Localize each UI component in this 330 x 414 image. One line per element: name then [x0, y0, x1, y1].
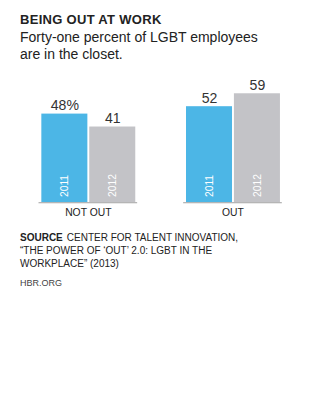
svg-text:2012: 2012: [252, 174, 263, 197]
svg-text:52: 52: [202, 90, 218, 106]
svg-text:41: 41: [105, 110, 121, 126]
svg-text:2012: 2012: [107, 174, 118, 197]
svg-text:2011: 2011: [204, 175, 215, 197]
html-text:BEING OUT AT WORK: BEING OUT AT WORK: [20, 12, 162, 27]
svg-text:59: 59: [250, 77, 266, 93]
svg-text:OUT: OUT: [222, 207, 244, 218]
html-text:HBR.ORG: HBR.ORG: [20, 277, 62, 288]
svg-text:NOT OUT: NOT OUT: [65, 207, 112, 218]
html-text:SOURCE CENTER FOR TALENT INNOV: SOURCE CENTER FOR TALENT INNOVATION, “TH…: [20, 231, 239, 269]
svg-text:48%: 48%: [51, 97, 80, 113]
svg-text:2011: 2011: [59, 175, 70, 197]
html-text:Forty-one percent of LGBT empl: Forty-one percent of LGBT employees are …: [20, 29, 258, 62]
